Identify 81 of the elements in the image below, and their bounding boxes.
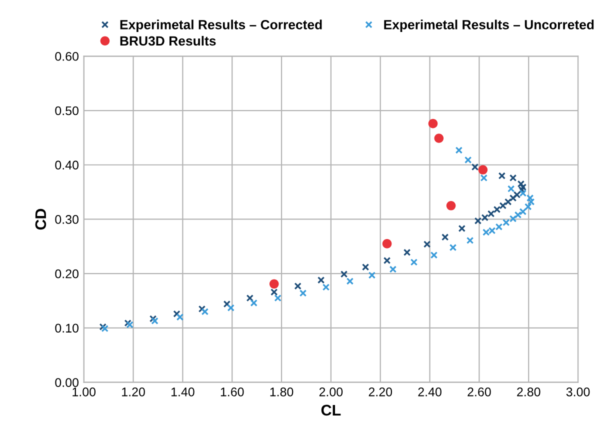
point [509, 174, 517, 182]
point [441, 234, 449, 241]
x-axis-title: CL [321, 404, 341, 416]
y-tick-label: 0.50 [55, 106, 79, 116]
x-tick-label: 2.40 [418, 388, 442, 396]
point [502, 218, 510, 226]
x-tick-label: 1.60 [220, 388, 244, 396]
point [423, 240, 431, 248]
point [176, 313, 184, 321]
point [410, 258, 418, 266]
legend-label: BRU3D Results [120, 36, 216, 46]
point [223, 300, 231, 308]
point [382, 239, 392, 248]
x-tick-label: 2.00 [319, 388, 343, 396]
point [466, 236, 474, 244]
point [504, 198, 512, 206]
point [458, 224, 466, 232]
point [362, 263, 370, 271]
point [346, 278, 354, 285]
point [340, 270, 348, 278]
point [270, 288, 278, 296]
point [509, 215, 517, 222]
point [383, 256, 391, 264]
x-tick-label: 2.20 [368, 388, 392, 396]
point [493, 206, 501, 214]
y-tick-label: 0.00 [55, 378, 79, 387]
point [478, 165, 488, 174]
point [471, 163, 479, 171]
point [524, 203, 532, 210]
point [487, 210, 495, 218]
point [513, 191, 521, 198]
y-tick-label: 0.20 [55, 269, 79, 278]
x-tick-label: 1.00 [72, 388, 96, 396]
point [227, 304, 234, 312]
legend-label: Experimetal Results – Uncorreted [384, 20, 594, 32]
point [449, 244, 457, 252]
point [299, 290, 307, 297]
point [428, 118, 438, 128]
point [518, 186, 526, 194]
point [464, 156, 472, 164]
point [455, 146, 463, 154]
y-tick-label: 0.10 [55, 324, 79, 333]
point [403, 248, 411, 256]
y-tick-label: 0.40 [55, 160, 79, 170]
point [322, 284, 330, 291]
point [499, 202, 507, 210]
point [368, 272, 376, 279]
point [498, 172, 506, 180]
point [519, 184, 527, 191]
y-tick-label: 0.60 [55, 52, 79, 61]
point [517, 180, 525, 188]
x-tick-label: 1.80 [270, 388, 294, 396]
x-tick-label: 2.60 [468, 388, 491, 396]
x-tick-label: 1.40 [171, 388, 194, 396]
x-tick-label: 1.20 [122, 388, 145, 396]
point [269, 279, 279, 289]
point [519, 190, 527, 197]
point [446, 200, 456, 210]
point [480, 174, 488, 182]
point [250, 299, 258, 307]
point [317, 276, 325, 284]
point [434, 134, 444, 143]
x-tick-label: 2.80 [517, 388, 540, 396]
y-tick-label: 0.30 [55, 215, 79, 224]
point [495, 223, 503, 230]
y-axis-title: CD [35, 208, 46, 230]
point [198, 305, 206, 313]
point [151, 317, 158, 325]
point [246, 294, 254, 302]
point [389, 266, 397, 273]
point [507, 185, 515, 192]
x-tick-label: 3.00 [566, 388, 590, 396]
point [274, 294, 282, 302]
point [430, 252, 438, 259]
point [173, 310, 180, 318]
point [294, 282, 302, 290]
point [526, 194, 534, 202]
legend-label: Experimetal Results – Corrected [120, 20, 322, 32]
point [509, 194, 517, 202]
point [201, 308, 209, 316]
point [527, 198, 535, 206]
